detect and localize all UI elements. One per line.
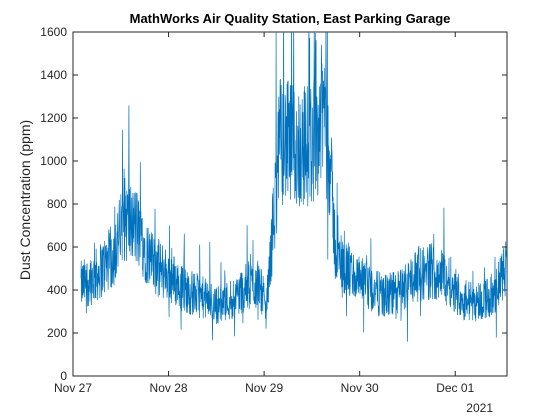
series-line xyxy=(80,32,507,342)
y-tick-label: 400 xyxy=(47,283,67,297)
y-tick-label: 200 xyxy=(47,326,67,340)
y-tick-label: 1200 xyxy=(40,111,67,125)
plot-area: 0 200 400 600 800 1000 1200 1400 1600 Nov 27 Nov 2… xyxy=(40,25,508,395)
x-year-label: 2021 xyxy=(466,401,493,415)
x-tick-label: Nov 30 xyxy=(341,381,379,395)
chart-title: MathWorks Air Quality Station, East Park… xyxy=(130,11,451,26)
y-tick-label: 1000 xyxy=(40,154,67,168)
x-tick-label: Dec 01 xyxy=(436,381,474,395)
y-tick-label: 0 xyxy=(60,369,67,383)
x-tick-label: Nov 28 xyxy=(150,381,188,395)
y-tick-label: 1600 xyxy=(40,25,67,39)
y-tick-label: 800 xyxy=(47,197,67,211)
y-tick-label: 600 xyxy=(47,240,67,254)
x-tick-label: Nov 27 xyxy=(54,381,92,395)
y-tick-label: 1400 xyxy=(40,68,67,82)
x-tick-label: Nov 29 xyxy=(245,381,283,395)
y-axis-label: Dust Concentration (ppm) xyxy=(17,120,33,280)
